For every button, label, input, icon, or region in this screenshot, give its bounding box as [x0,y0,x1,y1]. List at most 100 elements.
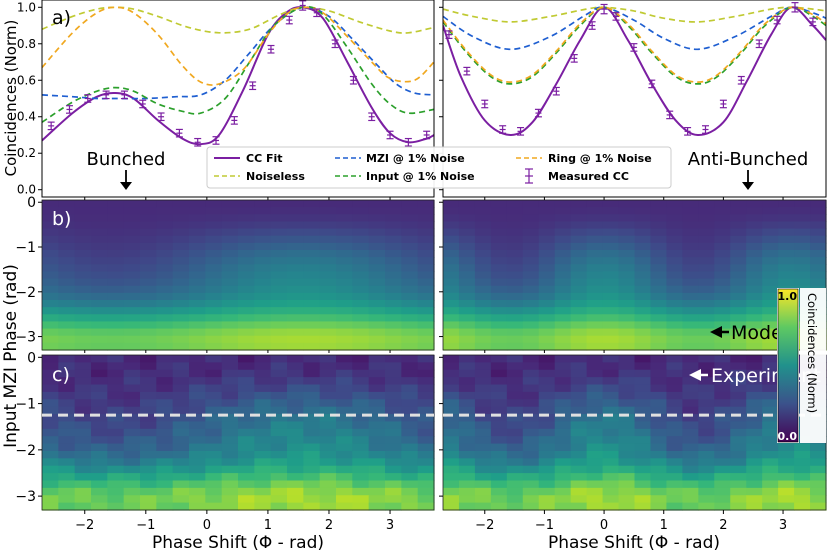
heatmap-cell [91,250,108,258]
heatmap-cell [156,264,174,273]
heatmap-cell [205,399,223,408]
heatmap-cell [810,228,827,237]
heatmap-cell [401,307,419,315]
heatmap-cell [270,235,288,244]
heatmap-cell [650,242,668,251]
heatmap-cell [586,391,604,400]
heatmap-cell [287,487,304,496]
heatmap-cell [172,321,190,330]
arrow-experiment-icon [689,369,701,381]
heatmap-cell [474,292,492,301]
panel-a-right-frame [442,0,827,198]
heatmap-cell [172,502,190,511]
heatmap-cell [506,384,524,393]
heatmap-cell [474,458,492,467]
heatmap-cell [254,377,272,386]
heatmap-cell [570,328,588,337]
heatmap-cell [156,271,174,280]
heatmap-cell [474,285,492,294]
heatmap-cell [385,235,402,244]
heatmap-cell [401,377,419,386]
heatmap-cell [666,214,683,223]
heatmap-cell [810,487,827,496]
heatmap-cell [270,384,288,393]
heatmap-cell [794,473,811,482]
heatmap-cell [634,300,652,308]
heatmap-cell [714,257,731,265]
heatmap-cell [205,436,223,445]
heatmap-cell [554,369,572,378]
heatmap-cell [634,495,652,504]
heatmap-cell [474,328,492,337]
heatmap-cell [794,214,811,223]
heatmap-cell [458,473,476,482]
heatmap-cell [91,473,108,482]
heatmap-cell [586,214,604,223]
heatmap-cell [107,502,125,511]
heatmap-cell [336,271,353,280]
heatmap-cell [458,214,476,223]
heatmap-cell [522,271,540,280]
heatmap-cell [140,242,157,251]
heatmap-cell [221,257,239,265]
heatmap-cell [602,307,620,315]
heatmap-cell [107,228,125,237]
heatmap-cell [730,292,747,301]
heatmap-cell [490,214,508,223]
heatmap-cell [205,369,223,378]
heatmap-cell [730,391,747,400]
heatmap-cell [189,377,206,386]
heatmap-cell [666,264,683,273]
heatmap-cell [602,414,620,423]
measured-point [299,0,307,11]
heatmap-cell [42,271,59,280]
heatmap-cell [205,428,223,437]
heatmap-cell [336,235,353,244]
heatmap-cell [303,335,321,344]
heatmap-cell [58,271,76,280]
heatmap-cell [336,399,353,408]
heatmap-cell [538,271,556,280]
heatmap-cell [474,242,492,251]
heatmap-cell [698,414,715,423]
heatmap-cell [140,292,157,301]
heatmap-cell [189,458,206,467]
heatmap-cell [474,414,492,423]
heatmap-cell [602,384,620,393]
heatmap-cell [538,307,556,315]
heatmap-cell [42,502,59,511]
heatmap-cell [417,300,435,308]
heatmap-cell [762,200,779,208]
heatmap-cell [238,377,255,386]
heatmap-cell [401,300,419,308]
heatmap-cell [538,473,556,482]
heatmap-cell [352,257,370,265]
heatmap-cell [602,285,620,294]
heatmap-cell [205,257,223,265]
heatmap-cell [107,328,125,337]
heatmap-cell [58,369,76,378]
heatmap-cell [698,321,715,330]
heatmap-cell [650,458,668,467]
heatmap-cell [254,369,272,378]
heatmap-cell [385,480,402,489]
heatmap-cell [42,335,59,344]
heatmap-cell [156,307,174,315]
heatmap-cell [698,487,715,496]
heatmap-cell [401,473,419,482]
heatmap-cell [172,221,190,230]
heatmap-cell [618,271,636,280]
heatmap-cell [650,369,668,378]
heatmap-cell [417,271,435,280]
heatmap-cell [650,207,668,215]
heatmap-cell [522,443,540,452]
heatmap-cell [586,362,604,371]
heatmap-cell [303,278,321,287]
heatmap-cell [189,285,206,294]
heatmap-cell [270,214,288,223]
heatmap-cell [698,242,715,251]
heatmap-cell [221,362,239,371]
heatmap-cell [570,450,588,459]
heatmap-cell [303,342,321,351]
heatmap-cell [189,465,206,474]
